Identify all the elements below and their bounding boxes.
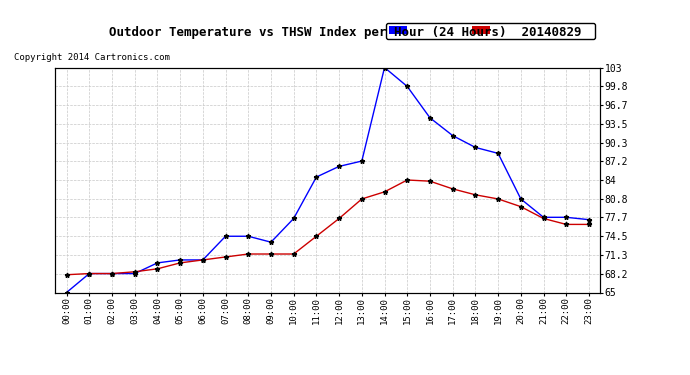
Text: Copyright 2014 Cartronics.com: Copyright 2014 Cartronics.com <box>14 53 170 62</box>
Text: Outdoor Temperature vs THSW Index per Hour (24 Hours)  20140829: Outdoor Temperature vs THSW Index per Ho… <box>109 26 581 39</box>
Legend: THSW  (°F), Temperature  (°F): THSW (°F), Temperature (°F) <box>386 23 595 39</box>
